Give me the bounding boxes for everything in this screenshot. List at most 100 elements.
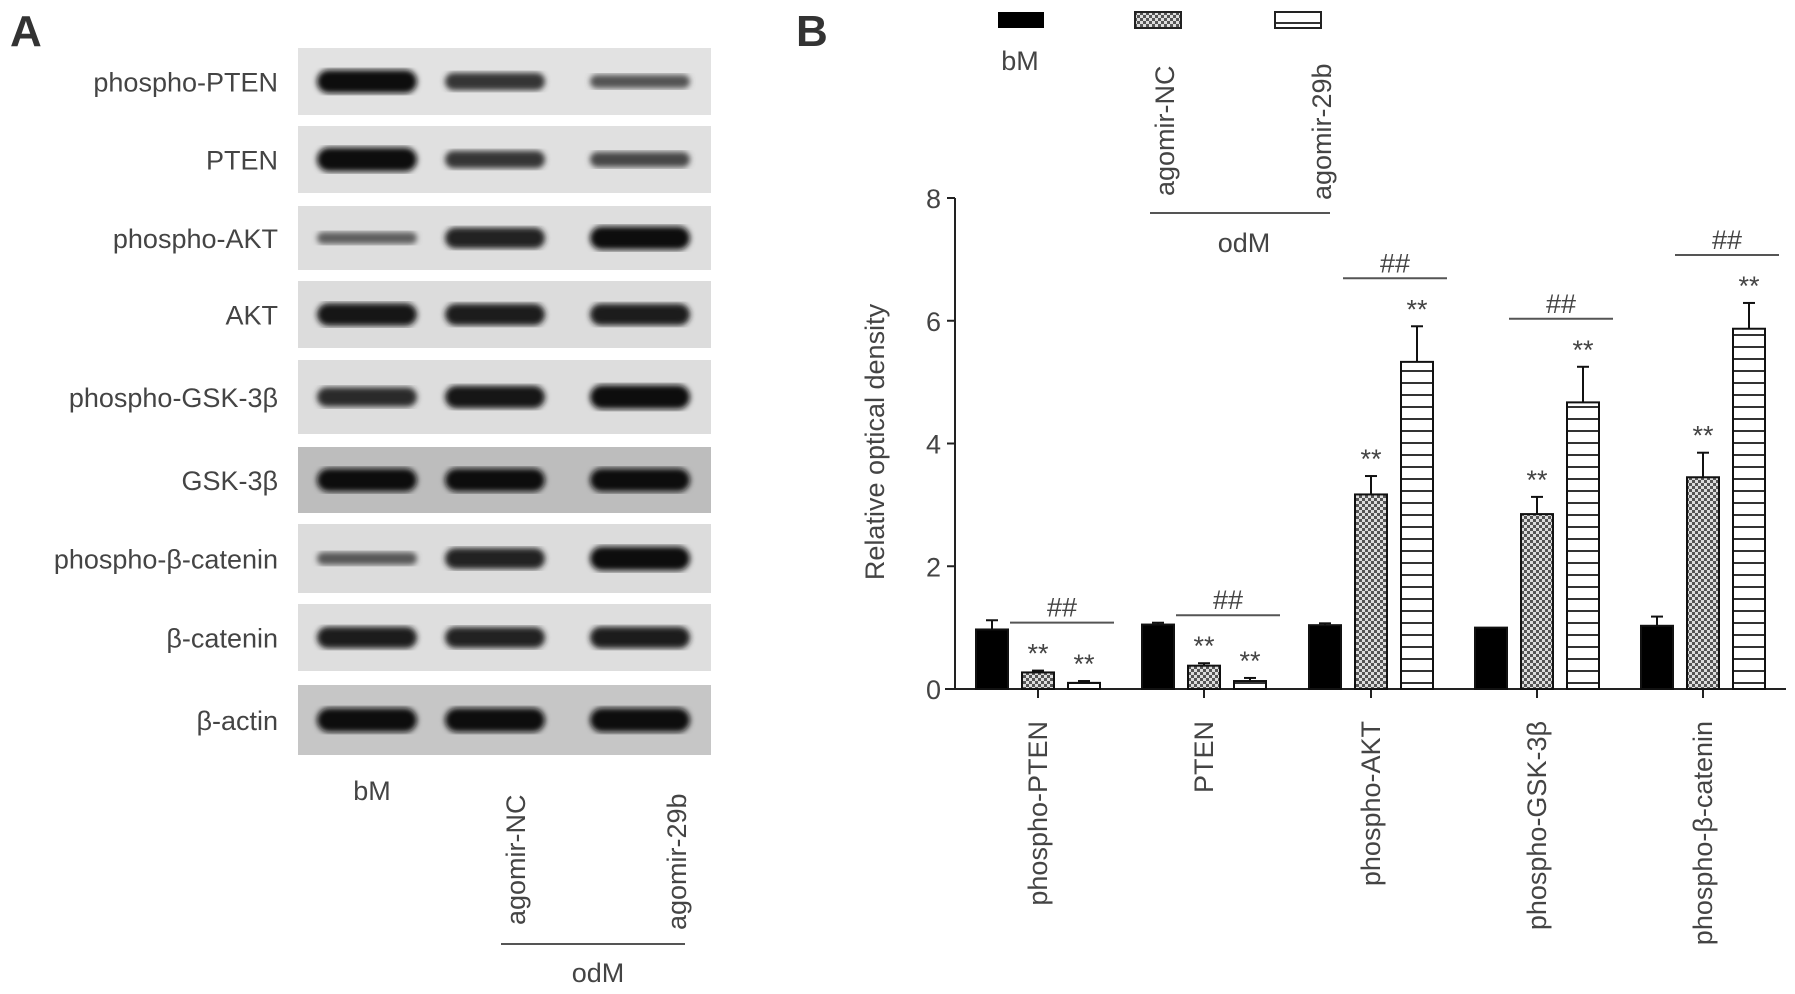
blot-band	[317, 708, 417, 732]
x-tick-label: PTEN	[1189, 721, 1219, 793]
legend-group-label-odm: odM	[1218, 228, 1271, 258]
blot-band	[590, 546, 690, 571]
bar	[975, 628, 1009, 690]
y-tick-label: 4	[926, 430, 941, 460]
significance-vs-agomir-nc: ##	[1546, 289, 1576, 319]
bar	[1566, 401, 1600, 690]
blot-row-label: β-actin	[196, 706, 278, 736]
y-tick-label: 0	[926, 675, 941, 705]
bar	[1474, 626, 1508, 690]
blot-row-label: phospho-PTEN	[93, 68, 278, 98]
significance-vs-bm: **	[1027, 639, 1049, 669]
significance-vs-agomir-nc: ##	[1712, 225, 1742, 255]
blot-band	[445, 385, 545, 409]
blot-band	[445, 627, 545, 648]
bar	[1233, 680, 1267, 690]
panel-b-letter: B	[796, 7, 828, 56]
blot-row: β-catenin	[166, 604, 711, 671]
legend-swatch-agomir-nc	[1134, 11, 1182, 29]
x-tick-label: phospho-GSK-3β	[1522, 721, 1552, 930]
lane-label-agomir-29b: agomir-29b	[662, 793, 692, 930]
y-tick-label: 8	[926, 184, 941, 214]
bar	[1187, 664, 1221, 690]
bar	[1400, 360, 1434, 690]
significance-vs-bm: **	[1692, 421, 1714, 451]
blot-row: phospho-AKT	[113, 206, 711, 270]
significance-vs-agomir-nc: ##	[1213, 585, 1243, 615]
western-blot: phospho-PTEN PTEN phospho-AKT AKT phospho-GS…	[54, 48, 711, 755]
panel-a-letter: A	[10, 7, 42, 56]
lane-label-agomir-nc: agomir-NC	[501, 794, 531, 925]
legend-label-agomir-29b: agomir-29b	[1307, 63, 1337, 200]
blot-band	[590, 385, 690, 409]
legend-label-bm: bM	[1001, 46, 1039, 76]
bar-chart: 0 2 4 6 8 phospho-PTEN ** ** ## PTEN ** ** ## phospho…	[926, 184, 1786, 945]
blot-row-label: β-catenin	[166, 624, 278, 654]
group-label-odm: odM	[572, 958, 625, 988]
legend-swatch-agomir-29b	[1274, 11, 1322, 29]
blot-band	[590, 151, 690, 168]
legend-swatch-bm	[998, 12, 1044, 28]
bar	[1686, 476, 1720, 690]
blot-band	[445, 303, 545, 326]
blot-lane-labels: bM agomir-NC agomir-29b odM	[353, 776, 692, 988]
blot-row: β-actin	[196, 685, 711, 755]
blot-row: phospho-PTEN	[93, 48, 711, 115]
significance-vs-agomir-nc: ##	[1047, 593, 1077, 623]
blot-row-label: phospho-AKT	[113, 224, 278, 254]
blot-band	[317, 552, 417, 565]
blot-band	[590, 468, 690, 492]
x-tick-label: phospho-AKT	[1356, 721, 1386, 886]
bar	[1141, 623, 1175, 691]
blot-band	[317, 468, 417, 492]
bar	[1021, 671, 1055, 691]
blot-band	[590, 303, 690, 326]
significance-vs-bm: **	[1193, 631, 1215, 661]
blot-band	[445, 548, 545, 569]
chart-legend: bM agomir-NC agomir-29b odM	[998, 11, 1337, 258]
significance-vs-bm: **	[1526, 465, 1548, 495]
blot-band	[317, 69, 417, 94]
legend-label-agomir-nc: agomir-NC	[1150, 65, 1180, 196]
blot-band	[590, 74, 690, 89]
significance-vs-bm: **	[1239, 646, 1261, 676]
blot-row-label: phospho-GSK-3β	[69, 383, 278, 413]
blot-row-label: AKT	[225, 301, 278, 331]
lane-label-bm: bM	[353, 776, 391, 806]
blot-band	[445, 227, 545, 249]
significance-vs-bm: **	[1406, 294, 1428, 324]
significance-vs-bm: **	[1360, 444, 1382, 474]
y-tick-label: 2	[926, 552, 941, 582]
blot-row-label: PTEN	[206, 146, 278, 176]
bar	[1308, 624, 1342, 690]
x-tick-label: phospho-β-catenin	[1688, 721, 1718, 945]
y-tick-label: 6	[926, 307, 941, 337]
x-tick-label: phospho-PTEN	[1023, 721, 1053, 906]
bar	[1732, 327, 1766, 690]
bar	[1067, 681, 1101, 690]
blot-row: PTEN	[206, 126, 711, 193]
blot-band	[317, 147, 417, 172]
blot-row: GSK-3β	[181, 447, 711, 513]
y-axis-label: Relative optical density	[860, 303, 890, 580]
bar	[1354, 493, 1388, 690]
blot-row-label: GSK-3β	[181, 466, 278, 496]
blot-row: phospho-GSK-3β	[69, 360, 711, 434]
blot-band	[317, 232, 417, 244]
significance-vs-agomir-nc: ##	[1380, 248, 1410, 278]
blot-row-label: phospho-β-catenin	[54, 545, 278, 575]
blot-band	[445, 708, 545, 732]
blot-band	[445, 72, 545, 91]
bar	[1520, 513, 1554, 690]
blot-row: phospho-β-catenin	[54, 524, 711, 593]
blot-band	[445, 150, 545, 169]
blot-band	[590, 226, 690, 250]
significance-vs-bm: **	[1738, 271, 1760, 301]
significance-vs-bm: **	[1073, 649, 1095, 679]
blot-band	[317, 626, 417, 649]
blot-band	[590, 708, 690, 732]
bar	[1640, 624, 1674, 691]
blot-band	[590, 626, 690, 649]
blot-band	[317, 387, 417, 407]
